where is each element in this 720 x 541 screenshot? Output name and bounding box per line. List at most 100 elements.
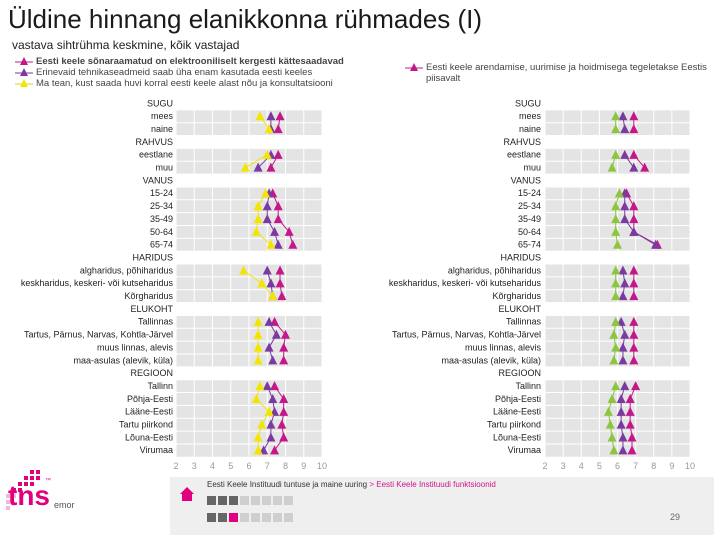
data-point (611, 278, 621, 288)
data-point (262, 381, 272, 391)
legend-label: Ma tean, kust saada huvi korral eesti ke… (36, 78, 333, 89)
data-point (640, 162, 650, 172)
legend-item: Eesti keele sõnaraamatud on elektroonili… (14, 56, 344, 67)
data-point (279, 355, 289, 365)
data-point (611, 149, 621, 159)
row-label: SUGU (515, 98, 541, 108)
data-point (629, 329, 639, 339)
data-point (268, 393, 278, 403)
row-label: ELUKOHT (498, 304, 541, 314)
data-point (629, 111, 639, 121)
series-line (274, 321, 287, 361)
footer-link[interactable]: Eesti Keele Instituudi funktsioonid (376, 480, 496, 489)
data-point (260, 188, 270, 198)
row-label: 25-34 (518, 201, 541, 211)
legend-marker-icon (15, 79, 33, 87)
chart-panel-2: SUGU mees naine RAHVUS eestlane muu VANUS 15-24… (389, 96, 695, 470)
data-point (240, 162, 250, 172)
data-point (284, 226, 294, 236)
data-point (266, 111, 276, 121)
data-point (288, 239, 298, 249)
data-point (253, 445, 263, 455)
row-label: muus linnas, alevis (465, 342, 542, 352)
data-point (255, 381, 265, 391)
data-point (611, 342, 621, 352)
legend-item: Erinevaid tehnikaseadmeid saab üha enam … (14, 67, 344, 78)
x-tick-label: 2 (542, 461, 547, 470)
legend-marker-icon (405, 63, 423, 71)
tns-emor-logo: tns ™ emor (0, 466, 160, 536)
row-label: Tallinnas (138, 317, 174, 327)
data-point (253, 214, 263, 224)
row-label: ELUKOHT (130, 304, 173, 314)
chart-panel-1: SUGU mees naine RAHVUS eestlane muu VANUS 15-24… (21, 96, 327, 470)
row-label: naine (519, 124, 541, 134)
data-point (627, 445, 637, 455)
row-label: eestlane (507, 150, 541, 160)
data-point (611, 291, 621, 301)
data-point (631, 381, 641, 391)
row-label: naine (151, 124, 173, 134)
series-line (620, 321, 626, 361)
data-point (620, 278, 630, 288)
row-label: Lõuna-Eesti (125, 432, 173, 442)
home-icon[interactable] (180, 487, 194, 501)
footer-bar (170, 477, 714, 535)
data-point (603, 406, 613, 416)
row-label: Tallinn (147, 381, 173, 391)
data-point (614, 188, 624, 198)
legend-label: Eesti keele arendamise, uurimise ja hoid… (426, 62, 707, 84)
data-point (611, 214, 621, 224)
data-point (616, 419, 626, 429)
data-point (618, 432, 628, 442)
page-title: Üldine hinnang elanikkonna rühmades (I) (8, 4, 483, 34)
row-label: Tartus, Pärnus, Narvas, Kohtla-Järvel (24, 330, 173, 340)
row-label: Virumaa (140, 445, 173, 455)
data-point (275, 278, 285, 288)
logo-subtext: emor (54, 500, 75, 510)
data-point (281, 329, 290, 339)
row-label: maa-asulas (alevik, küla) (73, 355, 173, 365)
x-tick-label: 10 (317, 461, 327, 470)
data-point (611, 226, 621, 236)
footer-title: Eesti Keele Instituudi tuntuse ja maine … (207, 480, 368, 489)
row-label: keskharidus, keskeri- või kutseharidus (389, 278, 542, 288)
data-point (605, 419, 615, 429)
legend-marker-icon (15, 68, 33, 76)
data-point (607, 162, 617, 172)
data-point (618, 265, 628, 275)
x-tick-label: 5 (597, 461, 602, 470)
row-label: Kõrgharidus (124, 291, 173, 301)
row-label: SUGU (147, 98, 173, 108)
data-point (611, 381, 621, 391)
data-point (253, 316, 263, 326)
row-label: RAHVUS (135, 137, 173, 147)
data-point (618, 291, 628, 301)
data-point (618, 111, 628, 121)
data-point (262, 214, 272, 224)
data-point (607, 432, 617, 442)
data-point (273, 149, 283, 159)
row-label: mees (151, 111, 174, 121)
row-label: HARIDUS (500, 252, 541, 262)
row-label: Kõrgharidus (492, 291, 541, 301)
data-point (257, 278, 267, 288)
data-point (625, 406, 635, 416)
row-label: Tartu piirkond (487, 420, 541, 430)
data-point (620, 124, 630, 134)
data-point (279, 406, 289, 416)
right-legend: Eesti keele arendamise, uurimise ja hoid… (404, 62, 720, 84)
data-point (629, 201, 639, 211)
charts-canvas: SUGU mees naine RAHVUS eestlane muu VANUS 15-24… (21, 96, 695, 470)
data-point (266, 239, 276, 249)
data-point (629, 265, 639, 275)
data-point (625, 393, 635, 403)
data-point (629, 226, 639, 236)
data-point (270, 445, 280, 455)
page-subtitle: vastava sihtrühma keskmine, kõik vastaja… (12, 38, 240, 52)
row-label: keskharidus, keskeri- või kutseharidus (21, 278, 174, 288)
data-point (266, 432, 276, 442)
row-label: Tallinnas (506, 317, 542, 327)
row-label: algharidus, põhiharidus (448, 265, 542, 275)
row-label: Lääne-Eesti (125, 407, 173, 417)
